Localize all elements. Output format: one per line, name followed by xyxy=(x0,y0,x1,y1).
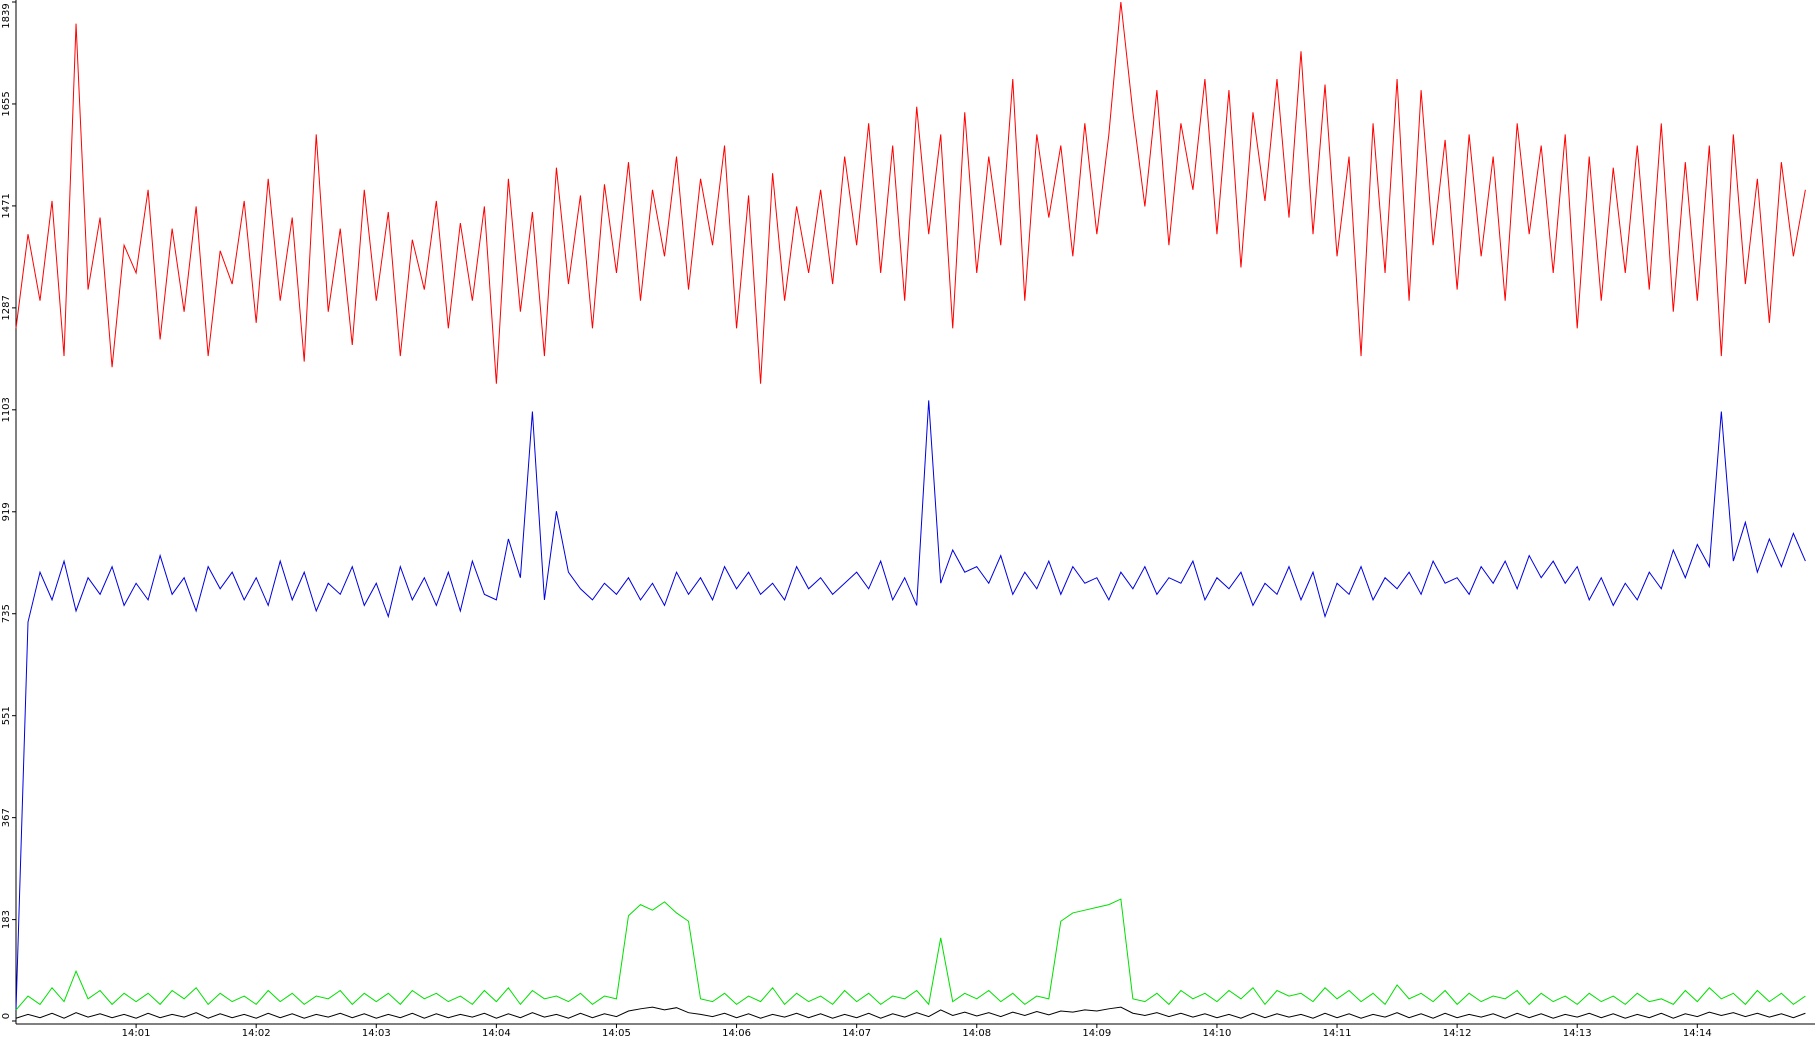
x-tick-label: 14:02 xyxy=(242,1028,271,1039)
x-tick-label: 14:08 xyxy=(962,1028,991,1039)
x-tick-label: 14:04 xyxy=(482,1028,511,1039)
x-tick-label: 14:05 xyxy=(602,1028,631,1039)
x-tick-label: 14:03 xyxy=(362,1028,391,1039)
y-tick-label: 0 xyxy=(1,1013,12,1019)
series-line xyxy=(15,1,1806,384)
x-tick-label: 14:01 xyxy=(122,1028,151,1039)
x-tick-label: 14:14 xyxy=(1683,1028,1712,1039)
x-tick-label: 14:06 xyxy=(722,1028,751,1039)
y-tick-label: 551 xyxy=(1,706,12,725)
x-tick-label: 14:13 xyxy=(1563,1028,1592,1039)
y-axis-band xyxy=(0,0,16,1039)
y-tick-label: 735 xyxy=(1,604,12,623)
y-tick-label: 1103 xyxy=(1,397,12,422)
y-tick-label: 367 xyxy=(1,808,12,827)
y-tick-label: 183 xyxy=(1,910,12,929)
y-tick-label: 1839 xyxy=(1,3,12,28)
y-tick-label: 919 xyxy=(1,502,12,521)
x-tick-label: 14:07 xyxy=(842,1028,871,1039)
series-line xyxy=(15,400,1806,1010)
y-tick-label: 1287 xyxy=(1,295,12,320)
x-tick-label: 14:12 xyxy=(1443,1028,1472,1039)
x-tick-label: 14:11 xyxy=(1323,1028,1352,1039)
y-tick-label: 1655 xyxy=(1,91,12,116)
x-tick-label: 14:09 xyxy=(1082,1028,1111,1039)
x-tick-label: 14:10 xyxy=(1203,1028,1232,1039)
series-line xyxy=(15,898,1806,1011)
y-tick-label: 1471 xyxy=(1,193,12,218)
series-line xyxy=(15,1006,1806,1019)
